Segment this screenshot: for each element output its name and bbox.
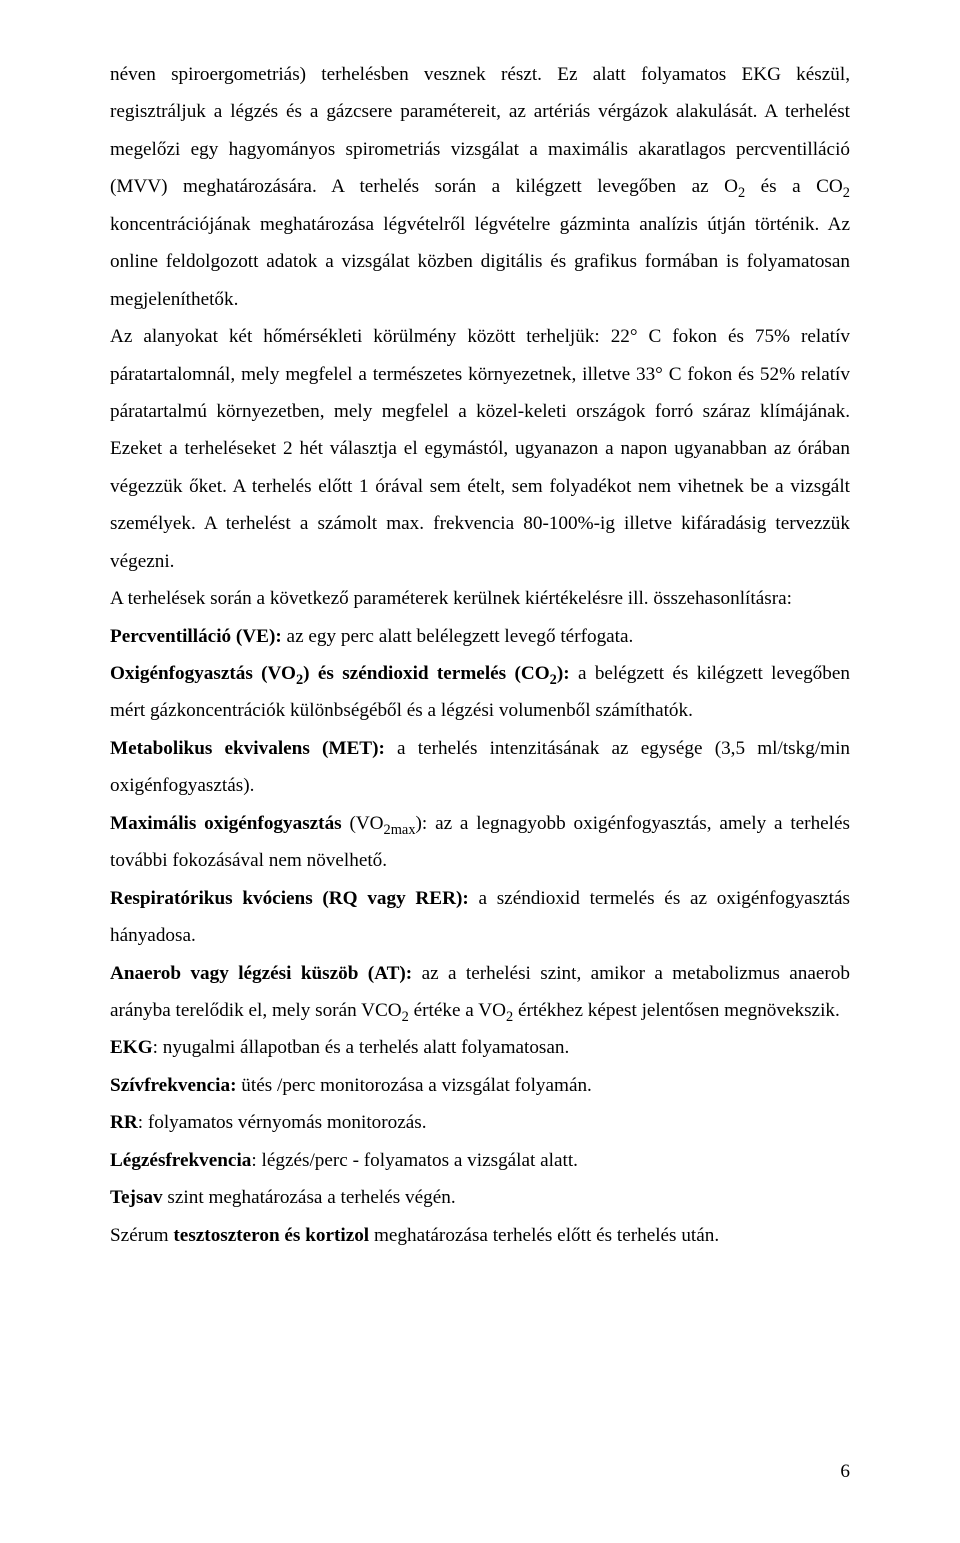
subscript: 2 — [843, 185, 850, 201]
text: meghatározása terhelés előtt és terhelés… — [369, 1225, 719, 1246]
text: és a CO — [745, 176, 843, 197]
subscript: 2 — [550, 672, 557, 688]
text: ): — [416, 813, 428, 834]
param-label: Szívfrekvencia: — [110, 1075, 236, 1096]
param-text: : nyugalmi állapotban és a terhelés alat… — [153, 1037, 570, 1058]
param-label: Maximális oxigénfogyasztás — [110, 813, 349, 834]
text: ): — [557, 663, 570, 684]
param-label: Metabolikus ekvivalens (MET): — [110, 738, 385, 759]
subscript: 2 — [402, 1009, 409, 1025]
param-label: Percventilláció (VE): — [110, 626, 282, 647]
text: Oxigénfogyasztás (VO — [110, 663, 296, 684]
page-number: 6 — [840, 1461, 850, 1483]
text: koncentrációjának meghatározása légvétel… — [110, 214, 850, 310]
text: (VO — [349, 813, 383, 834]
param-label: RR — [110, 1112, 138, 1133]
param-text: az egy perc alatt belélegzett levegő tér… — [282, 626, 634, 647]
param-label: Anaerob vagy légzési küszöb (AT): — [110, 963, 412, 984]
text: Az alanyokat két hőmérsékleti körülmény … — [110, 326, 850, 572]
param-label: Légzésfrekvencia — [110, 1150, 251, 1171]
subscript: 2max — [384, 822, 416, 838]
param-vo2max: Maximális oxigénfogyasztás (VO2max): az … — [110, 805, 850, 880]
param-rq: Respiratórikus kvóciens (RQ vagy RER): a… — [110, 880, 850, 955]
paragraph-intro: néven spiroergometriás) terhelésben vesz… — [110, 56, 850, 318]
param-percventillacio: Percventilláció (VE): az egy perc alatt … — [110, 618, 850, 655]
param-text: értéke a VO — [409, 1000, 506, 1021]
param-rr: RR: folyamatos vérnyomás monitorozás. — [110, 1104, 850, 1141]
param-text: szint meghatározása a terhelés végén. — [163, 1187, 456, 1208]
param-text: ütés /perc monitorozása a vizsgálat foly… — [236, 1075, 591, 1096]
param-szerum: Szérum tesztoszteron és kortizol meghatá… — [110, 1217, 850, 1254]
param-oxigenfogyasztas: Oxigénfogyasztás (VO 2) és széndioxid ter… — [110, 655, 850, 730]
text: A terhelések során a következő paraméter… — [110, 588, 792, 609]
text: Szérum — [110, 1225, 173, 1246]
param-label: tesztoszteron és kortizol — [173, 1225, 369, 1246]
param-label: Oxigénfogyasztás (VO2) és széndioxid ter… — [110, 663, 570, 684]
param-label: Tejsav — [110, 1187, 163, 1208]
param-text: : folyamatos vérnyomás monitorozás. — [138, 1112, 427, 1133]
paragraph-paramlist-intro: A terhelések során a következő paraméter… — [110, 580, 850, 617]
param-szivfrekvencia: Szívfrekvencia: ütés /perc monitorozása … — [110, 1067, 850, 1104]
text: néven spiroergometriás) terhelésben vesz… — [110, 64, 850, 197]
param-label: Respiratórikus kvóciens (RQ vagy RER): — [110, 888, 469, 909]
paragraph-conditions: Az alanyokat két hőmérsékleti körülmény … — [110, 318, 850, 580]
param-anaerob: Anaerob vagy légzési küszöb (AT): az a t… — [110, 955, 850, 1030]
param-met: Metabolikus ekvivalens (MET): a terhelés… — [110, 730, 850, 805]
text: ) és széndioxid termelés (CO — [303, 663, 550, 684]
param-label: EKG — [110, 1037, 153, 1058]
param-text: : légzés/perc - folyamatos a vizsgálat a… — [251, 1150, 578, 1171]
param-tejsav: Tejsav szint meghatározása a terhelés vé… — [110, 1179, 850, 1216]
param-text: értékhez képest jelentősen megnövekszik. — [513, 1000, 840, 1021]
param-ekg: EKG: nyugalmi állapotban és a terhelés a… — [110, 1029, 850, 1066]
param-legzesfrekvencia: Légzésfrekvencia: légzés/perc - folyamat… — [110, 1142, 850, 1179]
document-page: néven spiroergometriás) terhelésben vesz… — [0, 0, 960, 1543]
